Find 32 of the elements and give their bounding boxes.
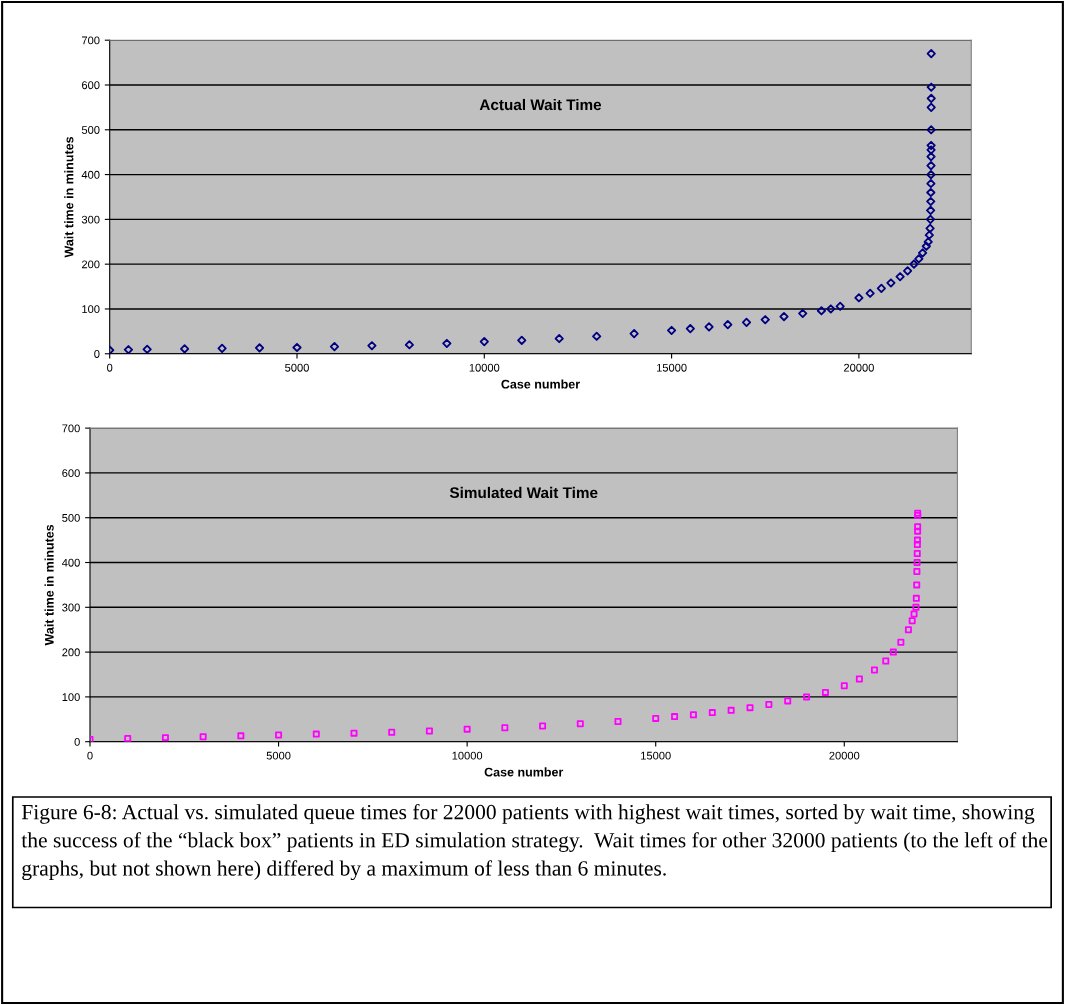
y-tick-label: 100 [82, 305, 100, 314]
caption: Figure 6-8: Actual vs. simulated queue times for 22000 patients with highest wait times, sorted by wait time, showing the success of the “black box” patients in ED simulation strategy. Wait times for other 32000 patients (to the left of the graphs, but not shown here) differed by a maximum of less than 6 minutes. [21, 804, 1048, 881]
y-tick-label: 700 [62, 424, 80, 433]
y-tick-label: 200 [82, 260, 100, 269]
x-tick-label: 10000 [469, 363, 500, 372]
x-tick-label: 20000 [829, 751, 860, 760]
x-tick-label: 5000 [285, 363, 309, 372]
y-tick-label: 700 [82, 36, 100, 45]
x-tick-label: 5000 [266, 751, 291, 760]
y-axis-title: Wait time in minutes [64, 136, 74, 258]
x-tick-label: 10000 [452, 751, 483, 760]
y-tick-label: 300 [81, 215, 100, 224]
y-tick-label: 400 [61, 558, 80, 567]
x-axis-title: Case number [501, 379, 580, 389]
x-tick-label: 15000 [657, 363, 687, 372]
text: Simulated Wait Time [449, 486, 598, 499]
x-tick-label: 15000 [641, 751, 671, 760]
x-tick-label: 0 [107, 363, 113, 372]
y-tick-label: 600 [62, 469, 80, 478]
y-axis-title: Wait time in minutes [44, 524, 54, 646]
x-tick-label: 20000 [844, 363, 874, 372]
y-tick-label: 500 [62, 513, 80, 522]
y-tick-label: 300 [62, 603, 80, 612]
y-tick-label: 500 [81, 126, 100, 134]
y-tick-label: 400 [81, 170, 100, 179]
y-tick-label: 100 [62, 693, 80, 702]
y-tick-label: 0 [94, 350, 100, 358]
text: Actual Wait Time [479, 98, 602, 111]
y-tick-label: 200 [62, 648, 80, 657]
y-tick-label: 600 [82, 81, 100, 90]
x-axis-title: Case number [484, 767, 564, 777]
y-tick-label: 0 [74, 737, 80, 746]
